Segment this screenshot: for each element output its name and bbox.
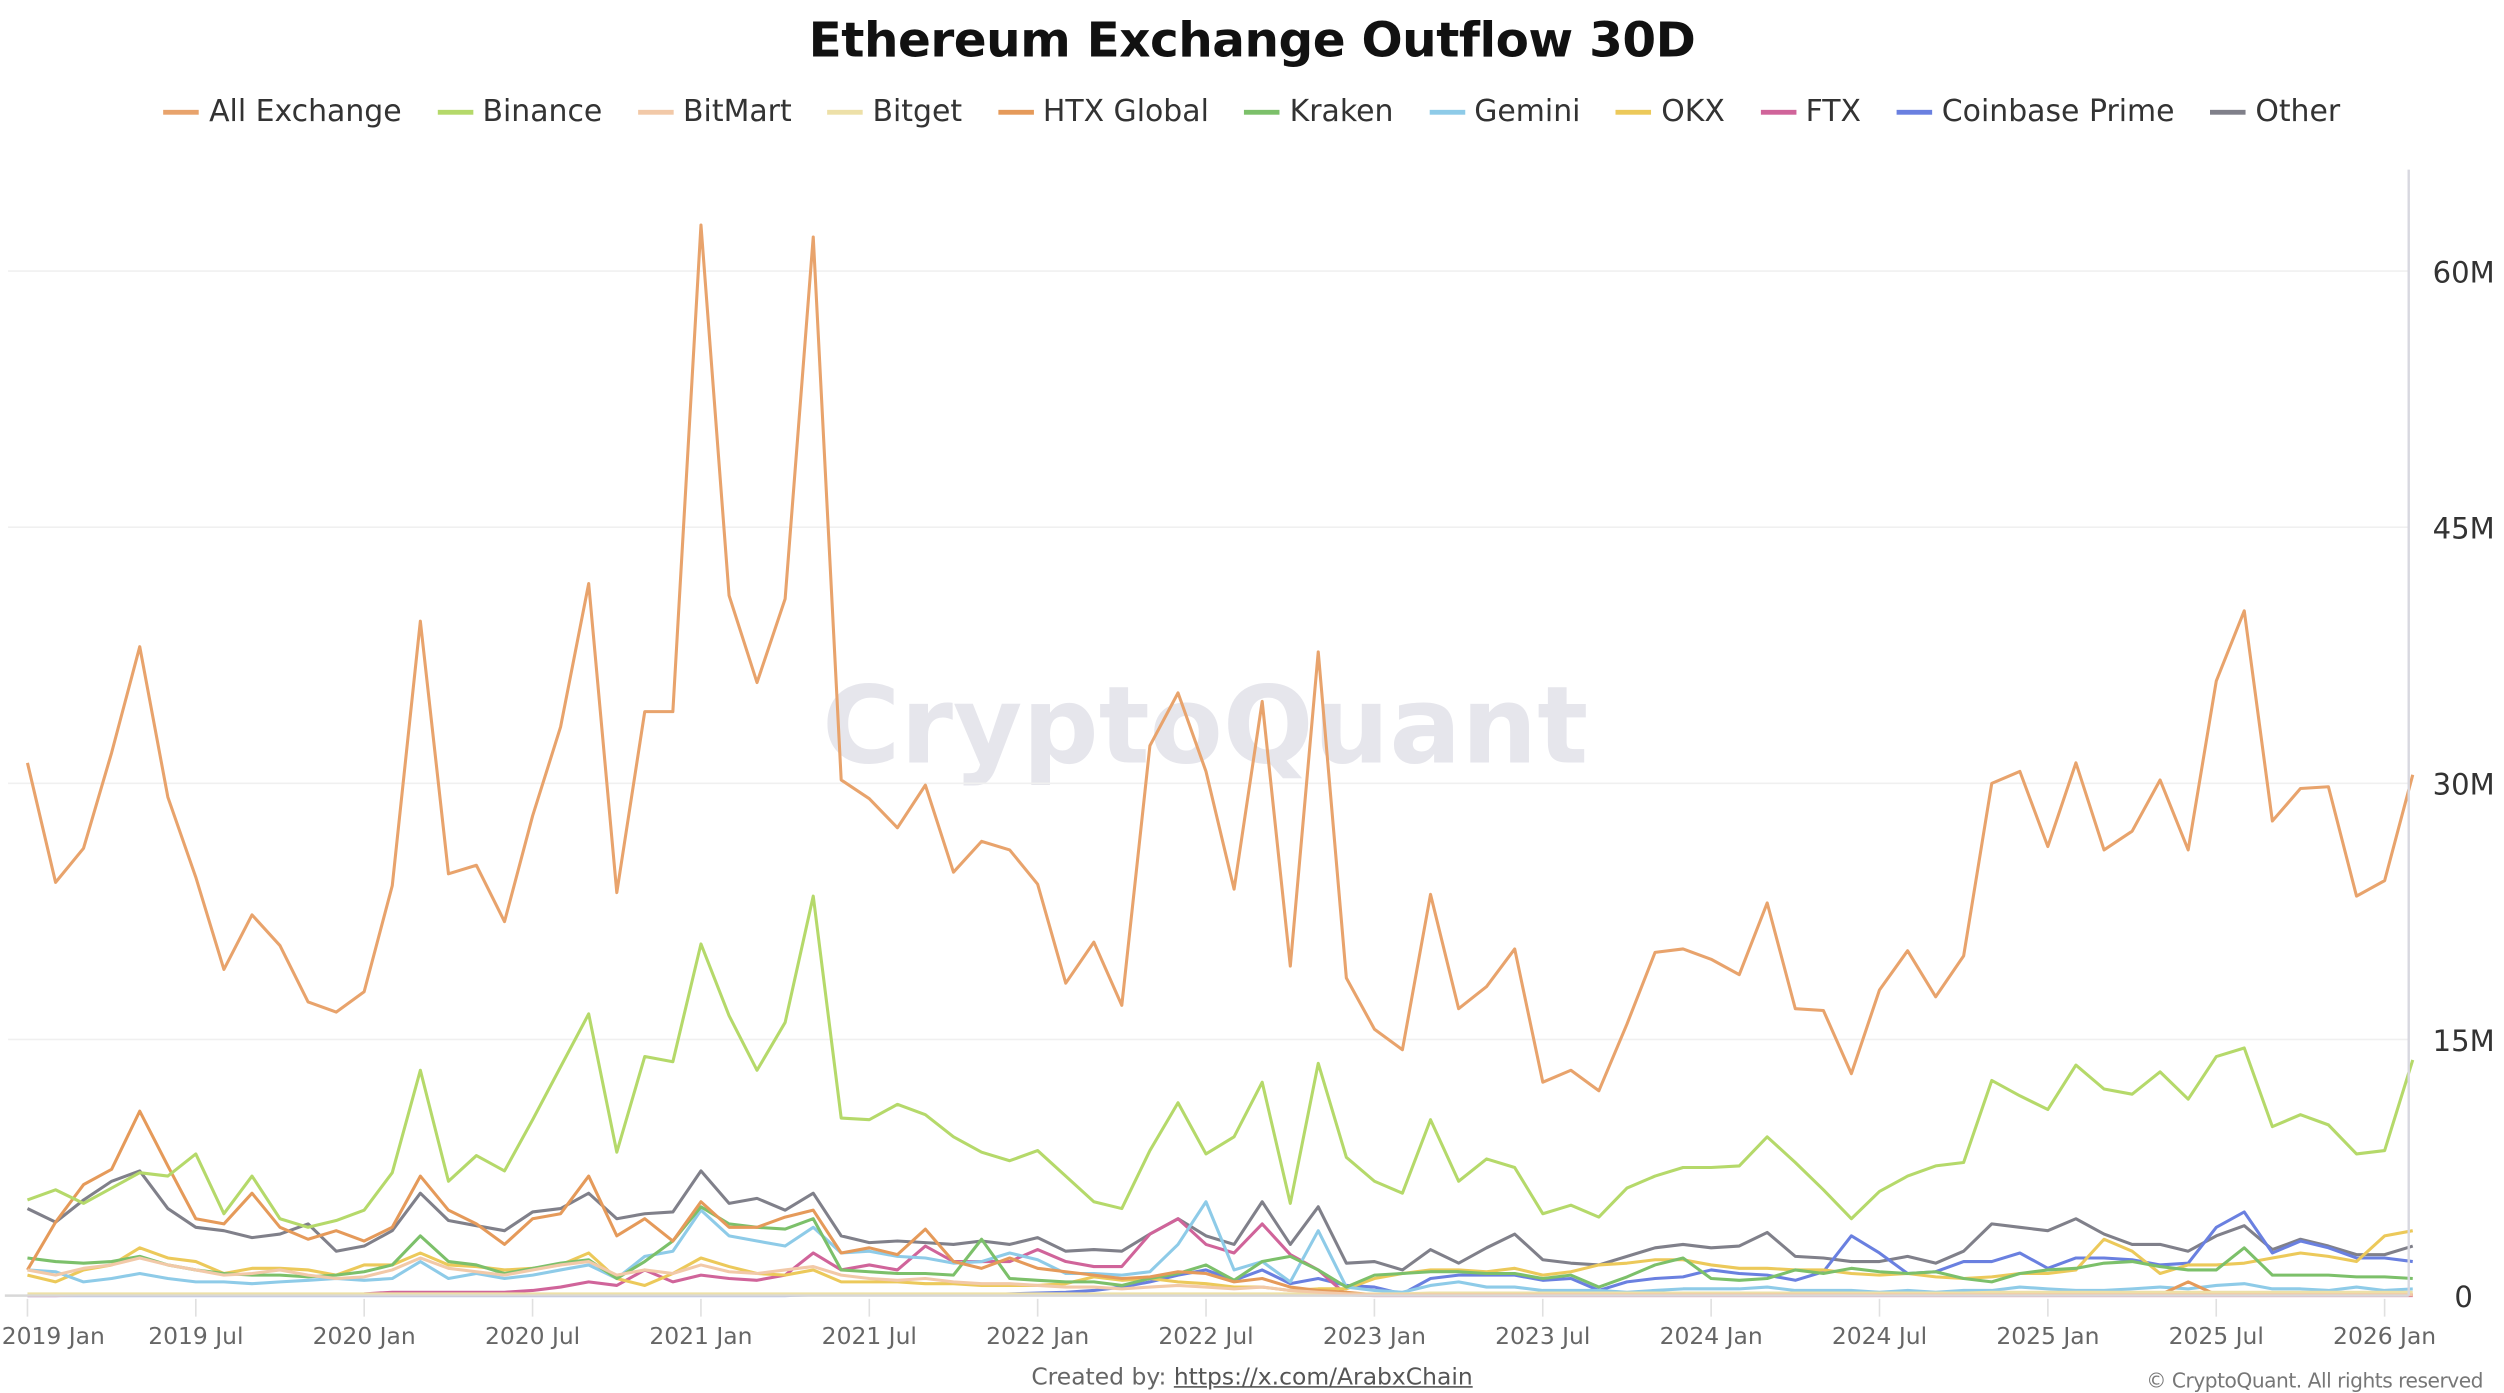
legend-item-all-exchange[interactable]: All Exchange — [163, 95, 402, 130]
legend-label: All Exchange — [209, 95, 402, 130]
series-line-kraken — [27, 1205, 2413, 1289]
series-line-bitget — [27, 1290, 2413, 1296]
series-line-binance — [26, 894, 2415, 1229]
legend-label: OKX — [1661, 95, 1725, 130]
x-tick-label: 2024 Jul — [1832, 1322, 1927, 1350]
footer-credit: Created by: https://x.com/ArabxChain — [0, 1365, 2504, 1391]
x-tick-label: 2020 Jan — [313, 1322, 416, 1350]
x-tick-label: 2023 Jan — [1323, 1322, 1426, 1350]
x-tick-label: 2026 Jan — [2333, 1322, 2436, 1350]
x-tick-label: 2020 Jul — [485, 1322, 580, 1350]
legend-item-bitmart[interactable]: BitMart — [637, 95, 792, 130]
legend-label: Bitget — [872, 95, 963, 130]
legend-label: HTX Global — [1042, 95, 1209, 130]
x-tick-label: 2024 Jan — [1660, 1322, 1763, 1350]
chart-title: Ethereum Exchange Outflow 30D — [808, 12, 1696, 70]
x-tick-label: 2025 Jul — [2169, 1322, 2264, 1350]
legend-swatch — [1429, 110, 1465, 115]
legend-label: Binance — [482, 95, 603, 130]
legend-item-other[interactable]: Other — [2210, 95, 2340, 129]
legend-item-bitget[interactable]: Bitget — [827, 95, 962, 129]
legend-swatch — [1616, 110, 1652, 115]
x-tick-label: 2023 Jul — [1495, 1322, 1590, 1350]
credit-prefix: Created by: — [1031, 1365, 1174, 1391]
legend-swatch — [1760, 110, 1796, 115]
legend-label: BitMart — [683, 95, 792, 130]
legend-item-coinbase-prime[interactable]: Coinbase Prime — [1896, 95, 2175, 130]
series-line-other — [26, 1169, 2414, 1272]
y-tick-label: 45M — [2433, 512, 2495, 546]
y-tick-label: 60M — [2433, 255, 2495, 289]
legend-label: Kraken — [1289, 95, 1394, 130]
legend-swatch — [2210, 110, 2246, 115]
legend-swatch — [437, 110, 473, 115]
series-line-gemini — [27, 1200, 2413, 1294]
copyright: © CryptoQuant. All rights reserved — [2146, 1368, 2484, 1393]
x-tick-label: 2019 Jul — [148, 1322, 243, 1350]
legend-swatch — [637, 110, 674, 115]
x-tick-label: 2022 Jul — [1158, 1322, 1253, 1350]
series-line-coinbase-prime — [27, 1210, 2413, 1298]
legend-swatch — [163, 110, 200, 115]
y-tick-label: 15M — [2433, 1024, 2495, 1058]
legend-swatch — [1244, 110, 1280, 115]
y-tick-label: 30M — [2433, 768, 2495, 802]
legend-item-binance[interactable]: Binance — [437, 95, 602, 129]
x-tick-label: 2019 Jan — [2, 1322, 105, 1350]
legend-label: Gemini — [1474, 95, 1581, 130]
legend-swatch — [827, 110, 863, 115]
legend-item-htx-global[interactable]: HTX Global — [997, 95, 1209, 130]
x-tick-label: 2025 Jan — [1996, 1322, 2099, 1350]
legend-item-gemini[interactable]: Gemini — [1429, 95, 1580, 129]
x-tick-label: 2021 Jan — [649, 1322, 752, 1350]
credit-link[interactable]: https://x.com/ArabxChain — [1173, 1365, 1473, 1391]
x-tick-label: 2022 Jan — [986, 1322, 1089, 1350]
legend-label: FTX — [1805, 95, 1862, 130]
legend-swatch — [997, 110, 1034, 115]
legend: All Exchange Binance BitMart Bitget HTX Glob… — [0, 95, 2504, 129]
series-line-all-exchange — [25, 223, 2415, 1093]
y-tick-label: 0 — [2454, 1280, 2473, 1314]
legend-item-okx[interactable]: OKX — [1616, 95, 1725, 129]
legend-item-kraken[interactable]: Kraken — [1244, 95, 1393, 129]
legend-item-ftx[interactable]: FTX — [1760, 95, 1861, 129]
legend-swatch — [1896, 110, 1933, 115]
legend-label: Coinbase Prime — [1941, 95, 2175, 130]
legend-label: Other — [2255, 95, 2341, 130]
x-tick-label: 2021 Jul — [822, 1322, 917, 1350]
